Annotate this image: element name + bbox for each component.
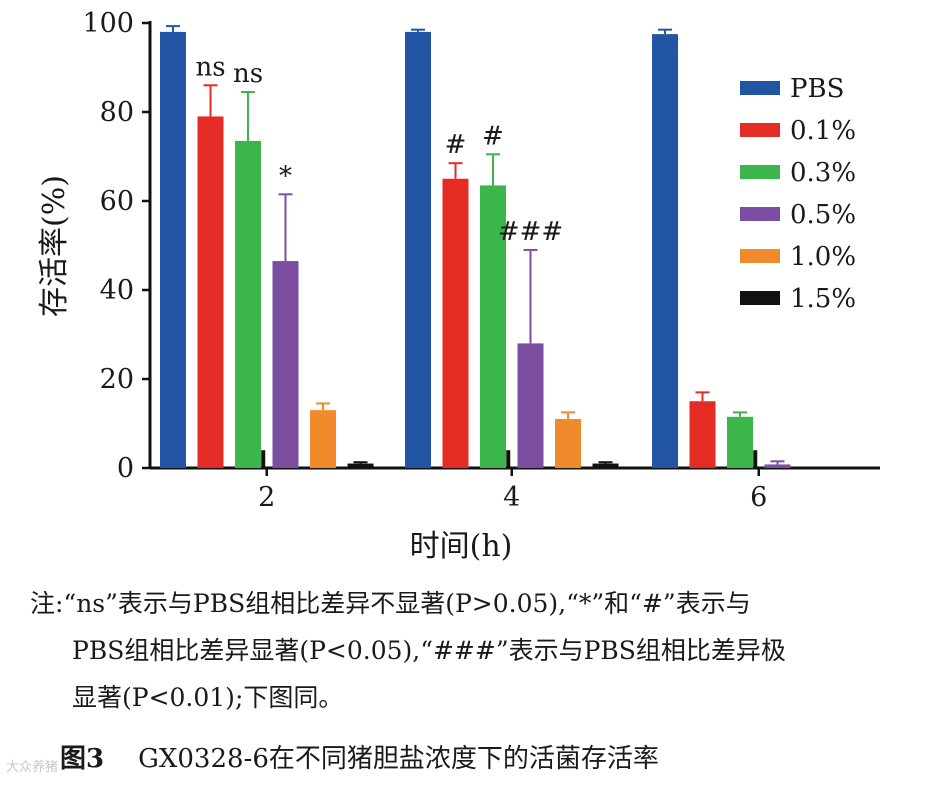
- chart-axes: 0 20 40 60 80 100 2 4 6: [82, 8, 880, 513]
- significance-label: ns: [195, 52, 225, 82]
- legend-swatch: [740, 81, 780, 95]
- y-axis-label: 存活率(%): [37, 175, 72, 317]
- legend-swatch: [740, 165, 780, 179]
- bar-1.5%-2: [347, 463, 374, 468]
- y-tick-label: 80: [100, 97, 134, 128]
- significance-label: #: [482, 121, 504, 151]
- significance-label: ###: [498, 217, 563, 247]
- legend-swatch: [740, 291, 780, 305]
- y-tick-label: 60: [100, 186, 134, 217]
- legend-label: 0.1%: [790, 116, 856, 146]
- bar-0.5%-4: [517, 343, 544, 468]
- note-line-3: 显著(P<0.01);下图同。: [72, 683, 344, 712]
- y-tick-label: 100: [82, 8, 134, 39]
- bar-PBS-6: [652, 34, 678, 468]
- watermark: 大众养猪: [6, 760, 59, 775]
- bar-1.0%-4: [555, 419, 581, 468]
- bar-0.5%-6: [764, 464, 791, 468]
- bar-0.3%-4: [480, 185, 506, 469]
- x-tick-label: 2: [258, 482, 275, 513]
- bar-PBS-4: [405, 31, 431, 469]
- bar-0.5%-2: [272, 261, 299, 468]
- bar-0.3%-6: [727, 416, 753, 468]
- bar-1.5%-4: [592, 463, 619, 468]
- legend-swatch: [740, 123, 780, 137]
- bar-0.3%-2: [235, 140, 261, 469]
- zero-marker: [506, 450, 511, 468]
- legend-label: PBS: [790, 74, 844, 104]
- y-tick-label: 0: [117, 453, 134, 484]
- chart-legend: PBS 0.1% 0.3% 0.5% 1.0% 1.5%: [740, 74, 856, 314]
- bar-PBS-2: [160, 31, 186, 469]
- y-tick-label: 20: [100, 364, 134, 395]
- figure-number: 图3: [60, 744, 105, 774]
- legend-label: 1.5%: [790, 284, 856, 314]
- figure-title: GX0328-6在不同猪胆盐浓度下的活菌存活率: [138, 744, 659, 774]
- legend-swatch: [740, 249, 780, 263]
- legend-label: 1.0%: [790, 242, 856, 272]
- zero-marker: [753, 450, 758, 468]
- significance-label: *: [279, 161, 292, 191]
- figure-caption: 图3 GX0328-6在不同猪胆盐浓度下的活菌存活率: [60, 738, 659, 775]
- x-tick-label: 6: [750, 482, 767, 513]
- bar-0.1%-4: [442, 178, 469, 468]
- x-tick-label: 4: [503, 482, 520, 513]
- significance-label: ns: [233, 59, 263, 89]
- bar-0.1%-2: [197, 116, 224, 468]
- y-tick-label: 40: [100, 275, 134, 306]
- chart-bars: ns ns*# ####: [160, 25, 791, 469]
- legend-swatch: [740, 207, 780, 221]
- legend-label: 0.5%: [790, 200, 856, 230]
- note-line-2: PBS组相比差异显著(P<0.05),“###”表示与PBS组相比差异极: [72, 636, 786, 665]
- bar-1.0%-2: [310, 410, 336, 468]
- x-axis-label: 时间(h): [410, 529, 513, 564]
- note-line-1: 注:“ns”表示与PBS组相比差异不显著(P>0.05),“*”和“#”表示与: [30, 589, 751, 618]
- bar-0.1%-6: [689, 401, 716, 468]
- significance-label: #: [445, 130, 467, 160]
- zero-marker: [261, 450, 266, 468]
- legend-label: 0.3%: [790, 158, 856, 188]
